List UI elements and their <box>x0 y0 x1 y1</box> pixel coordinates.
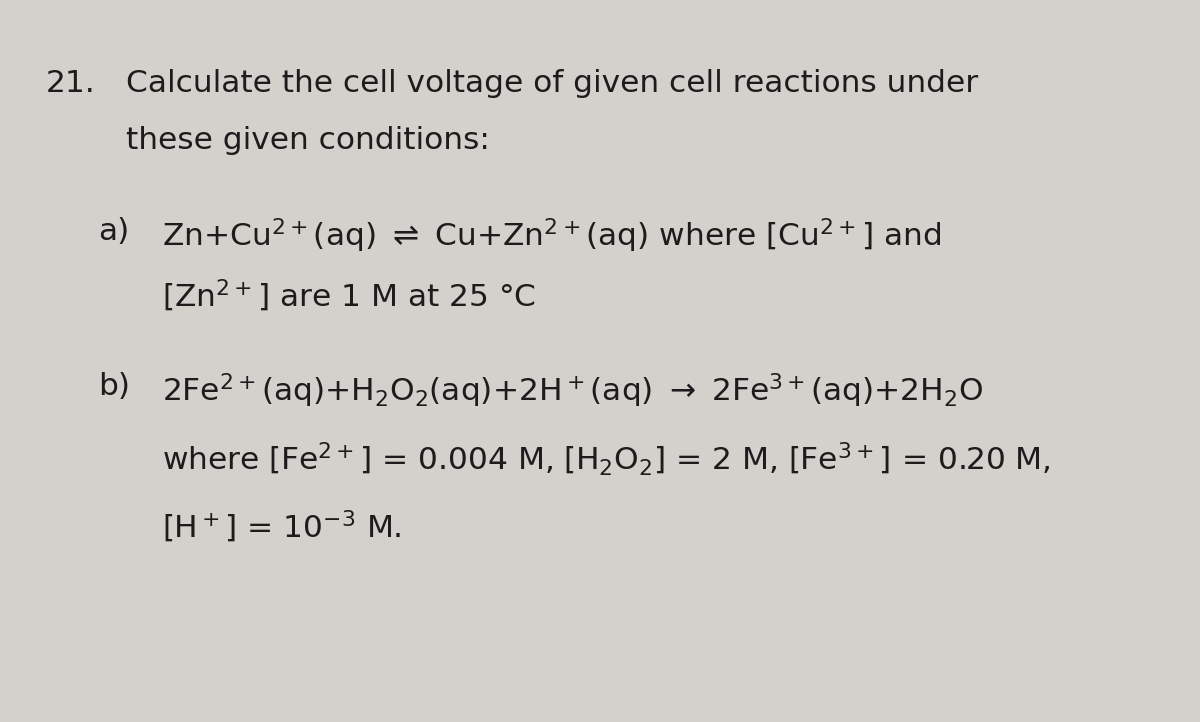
Text: 2Fe$^{2+}$(aq)+H$_2$O$_2$(aq)+2H$^+$(aq) $\rightarrow$ 2Fe$^{3+}$(aq)+2H$_2$O: 2Fe$^{2+}$(aq)+H$_2$O$_2$(aq)+2H$^+$(aq)… <box>162 372 983 410</box>
Text: 21.: 21. <box>46 69 95 97</box>
Text: [H$^+$] = 10$^{-3}$ M.: [H$^+$] = 10$^{-3}$ M. <box>162 509 402 545</box>
Text: Calculate the cell voltage of given cell reactions under: Calculate the cell voltage of given cell… <box>126 69 978 97</box>
Text: [Zn$^{2+}$] are 1 M at 25 $\degree$C: [Zn$^{2+}$] are 1 M at 25 $\degree$C <box>162 278 536 314</box>
Text: these given conditions:: these given conditions: <box>126 126 490 155</box>
Text: b): b) <box>98 372 131 401</box>
Text: Zn+Cu$^{2+}$(aq) $\rightleftharpoons$ Cu+Zn$^{2+}$(aq) where [Cu$^{2+}$] and: Zn+Cu$^{2+}$(aq) $\rightleftharpoons$ Cu… <box>162 217 941 255</box>
Text: a): a) <box>98 217 130 245</box>
Text: where [Fe$^{2+}$] = 0.004 M, [H$_2$O$_2$] = 2 M, [Fe$^{3+}$] = 0.20 M,: where [Fe$^{2+}$] = 0.004 M, [H$_2$O$_2$… <box>162 440 1051 478</box>
